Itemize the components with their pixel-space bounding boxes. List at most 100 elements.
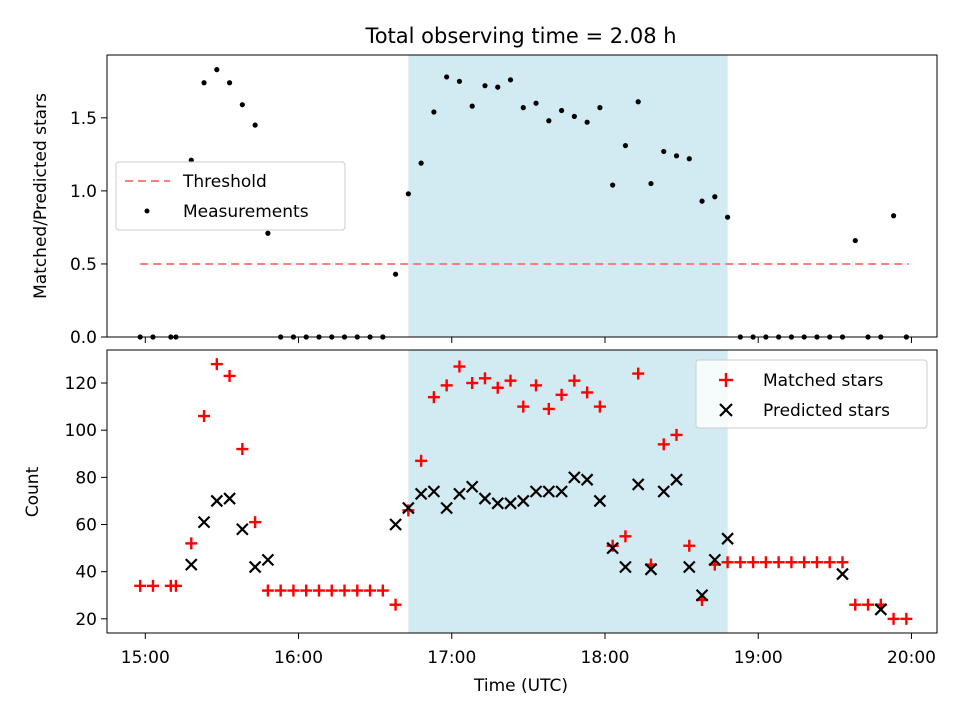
measurement-points — [137, 67, 909, 340]
predicted-star-point — [606, 541, 619, 555]
x-tick-label: 15:00 — [121, 648, 170, 668]
predicted-star-point — [427, 485, 441, 498]
matched-star-point — [657, 438, 670, 451]
matched-star-point — [364, 584, 377, 597]
measurement-point — [673, 153, 680, 159]
predicted-star-point — [491, 497, 505, 510]
predicted-star-point — [197, 515, 211, 529]
matched-star-point — [632, 367, 645, 380]
top-axes-frame — [106, 54, 938, 338]
measurement-point — [584, 119, 590, 125]
matched-star-point — [478, 372, 491, 385]
x-tick-label: 17:00 — [427, 648, 476, 668]
matched-star-point — [389, 598, 402, 611]
measurement-point — [495, 84, 501, 90]
matched-star-point — [466, 377, 479, 390]
matched-star-point — [542, 402, 555, 415]
measurement-point — [507, 77, 514, 83]
measurement-point — [214, 67, 220, 73]
measurement-point — [431, 109, 437, 115]
legend-measurements-swatch — [144, 208, 150, 214]
matched-star-point — [402, 504, 415, 517]
bottom-axes-frame — [106, 349, 938, 634]
matched-star-point — [249, 516, 262, 529]
matched-star-point — [169, 579, 182, 592]
measurement-point — [546, 118, 552, 124]
measurement-point — [226, 80, 233, 86]
top-x-ticks — [144, 337, 912, 343]
y-tick-label: 40 — [75, 563, 97, 583]
matched-star-point — [287, 584, 300, 597]
measurement-point — [201, 80, 207, 86]
measurement-point — [597, 105, 603, 111]
predicted-star-point — [542, 485, 556, 498]
predicted-star-point — [721, 532, 734, 545]
matched-star-point — [236, 443, 249, 456]
matched-star-point — [453, 360, 466, 373]
measurement-point — [622, 142, 629, 149]
predicted-star-point — [402, 501, 415, 515]
measurement-point — [890, 213, 897, 219]
matched-star-point — [670, 428, 683, 441]
predicted-star-point — [504, 497, 517, 510]
predicted-star-point — [389, 518, 402, 531]
matched-star-point — [734, 556, 747, 569]
matched-star-point — [849, 598, 862, 611]
predicted-star-point — [836, 567, 849, 581]
matched-star-point — [415, 454, 428, 467]
top-y-axis-label: Matched/Predicted stars — [31, 93, 51, 299]
y-tick-label: 20 — [75, 610, 97, 630]
matched-star-point — [312, 584, 325, 597]
matched-star-point — [198, 410, 211, 423]
matched-star-point — [440, 379, 453, 392]
matched-star-point — [568, 374, 581, 387]
predicted-star-point — [580, 473, 594, 486]
y-tick-label: 60 — [75, 516, 97, 536]
matched-star-point — [747, 556, 760, 569]
matched-star-point — [427, 391, 440, 404]
y-tick-label: 100 — [65, 421, 97, 441]
matched-star-point — [581, 386, 594, 399]
measurement-point — [686, 156, 692, 162]
y-tick-label: 80 — [75, 468, 97, 488]
matched-star-point — [325, 584, 338, 597]
matched-star-point — [530, 379, 543, 392]
measurement-point — [571, 113, 577, 119]
predicted-star-point — [568, 471, 581, 484]
matched-star-point — [593, 400, 606, 413]
matched-star-point — [517, 400, 530, 413]
predicted-star-point — [619, 560, 632, 574]
matched-star-point — [606, 539, 619, 552]
matched-star-point — [555, 388, 568, 401]
predicted-star-point — [874, 603, 888, 616]
predicted-star-point — [210, 494, 224, 508]
measurement-point — [239, 102, 245, 108]
predicted-star-point — [478, 492, 492, 505]
y-tick-label: 1.5 — [70, 109, 97, 129]
measurement-point — [699, 198, 705, 204]
top-shaded-region — [408, 55, 728, 337]
matched-star-point — [619, 530, 632, 543]
measurement-point — [482, 83, 488, 89]
matched-star-point — [785, 556, 798, 569]
bottom-x-ticks: 15:00 16:00 17:00 18:00 19:00 20:00 — [121, 633, 936, 668]
matched-star-point — [798, 556, 811, 569]
measurement-point — [405, 191, 411, 197]
predicted-star-point — [670, 473, 683, 486]
matched-star-point — [274, 584, 287, 597]
legend-predicted-swatch — [719, 403, 733, 417]
measurement-point — [661, 148, 667, 155]
matched-stars-points — [134, 358, 913, 625]
legend-predicted-label: Predicted stars — [763, 401, 890, 421]
measurement-point — [520, 105, 526, 111]
predicted-star-point — [695, 588, 709, 602]
predicted-star-point — [184, 558, 198, 571]
legend-matched-label: Matched stars — [763, 371, 883, 391]
measurement-point — [852, 237, 858, 244]
predicted-star-point — [593, 494, 607, 508]
matched-star-point — [351, 584, 364, 597]
matched-star-point — [862, 598, 875, 611]
predicted-star-point — [465, 480, 479, 494]
bottom-y-axis-label: Count — [23, 466, 43, 517]
